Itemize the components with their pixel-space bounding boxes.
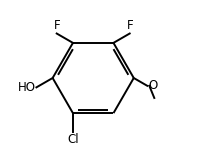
- Text: HO: HO: [18, 81, 36, 94]
- Text: O: O: [148, 78, 157, 92]
- Text: F: F: [53, 19, 60, 32]
- Text: F: F: [126, 19, 133, 32]
- Text: Cl: Cl: [67, 133, 79, 146]
